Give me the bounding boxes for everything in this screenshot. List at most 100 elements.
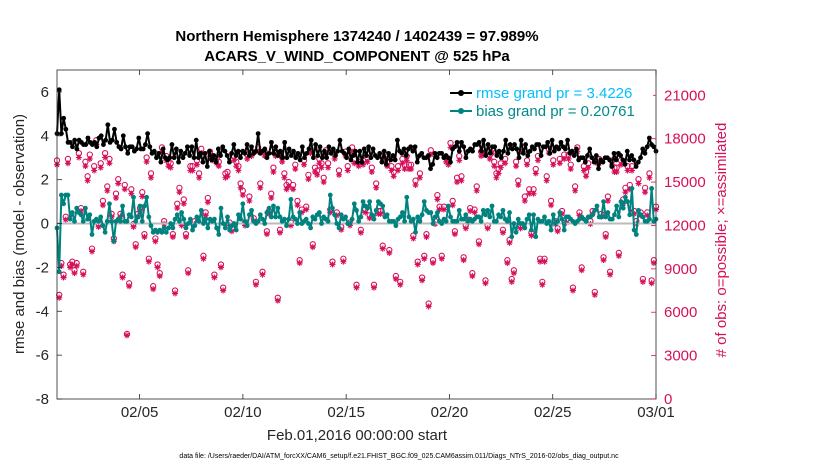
rmse-point xyxy=(459,139,464,145)
rmse-point xyxy=(264,155,270,161)
bias-point xyxy=(612,212,617,218)
obs-assimilated-point xyxy=(215,163,222,170)
obs-assimilated-point xyxy=(410,235,417,242)
obs-assimilated-point xyxy=(62,216,69,223)
obs-assimilated-point xyxy=(515,181,522,188)
rmse-point xyxy=(388,157,394,163)
rmse-point xyxy=(306,146,312,152)
x-tick-label: 02/20 xyxy=(431,404,469,421)
obs-assimilated-point xyxy=(355,163,362,170)
obs-assimilated-point xyxy=(534,157,541,164)
rmse-point xyxy=(523,142,528,147)
rmse-point xyxy=(434,155,440,161)
obs-assimilated-point xyxy=(530,190,537,197)
bias-point xyxy=(649,186,655,191)
obs-assimilated-point xyxy=(390,173,397,180)
obs-assimilated-point xyxy=(266,210,273,217)
rmse-point xyxy=(543,144,548,150)
obs-assimilated-point xyxy=(126,283,133,290)
rmse-point xyxy=(98,133,104,139)
obs-assimilated-point xyxy=(357,229,364,236)
rmse-point xyxy=(74,146,80,152)
obs-assimilated-point xyxy=(650,260,657,267)
bias-point xyxy=(380,203,386,209)
bias-point xyxy=(131,194,136,200)
bias-point xyxy=(312,216,318,222)
bias-point xyxy=(598,214,604,220)
bias-point xyxy=(358,214,364,220)
bias-point xyxy=(268,214,274,220)
obs-assimilated-point xyxy=(261,153,268,160)
bias-point xyxy=(555,218,561,224)
obs-assimilated-point xyxy=(368,168,375,175)
rmse-point xyxy=(646,135,652,141)
y-axis-left: -8 -6 -4 -2 0 2 4 6 xyxy=(36,84,62,408)
bias-point xyxy=(627,212,633,218)
rmse-point xyxy=(368,155,374,161)
obs-assimilated-point xyxy=(268,194,275,201)
rmse-point xyxy=(67,139,73,145)
rmse-point xyxy=(375,155,380,161)
rmse-point xyxy=(178,148,184,154)
bias-point xyxy=(419,212,425,218)
obs-assimilated-point xyxy=(475,241,482,248)
bias-point xyxy=(192,223,198,229)
y-right-tick-label: 21000 xyxy=(664,87,706,104)
rmse-point xyxy=(352,148,358,154)
rmse-point xyxy=(448,159,453,165)
bias-point xyxy=(478,218,484,224)
rmse-point xyxy=(611,150,617,156)
obs-assimilated-point xyxy=(270,168,277,175)
bias-point xyxy=(360,199,366,205)
rmse-point xyxy=(587,146,593,152)
bias-point xyxy=(456,207,462,213)
obs-assimilated-point xyxy=(567,166,574,173)
rmse-point xyxy=(308,137,314,143)
rmse-point xyxy=(147,144,153,150)
bias-point xyxy=(480,207,486,213)
bias-point xyxy=(448,214,453,220)
obs-assimilated-point xyxy=(139,193,146,200)
rmse-point xyxy=(357,148,363,154)
rmse-point xyxy=(591,159,597,165)
bias-point xyxy=(343,214,348,220)
bias-point xyxy=(476,214,482,220)
obs-assimilated-point xyxy=(502,160,509,167)
rmse-point xyxy=(346,146,352,152)
rmse-point xyxy=(271,150,277,156)
rmse-point xyxy=(134,146,139,152)
rmse-point xyxy=(273,144,279,150)
bias-point xyxy=(430,221,436,226)
rmse-point xyxy=(313,142,319,147)
rmse-point xyxy=(154,155,159,161)
obs-assimilated-point xyxy=(239,192,246,199)
obs-assimilated-point xyxy=(119,274,126,281)
bias-point xyxy=(238,216,244,222)
bias-point xyxy=(356,218,362,224)
rmse-point xyxy=(213,159,219,165)
bias-point xyxy=(428,210,434,215)
bias-point xyxy=(413,229,418,235)
obs-assimilated-point xyxy=(532,170,539,177)
y-right-tick-label: 12000 xyxy=(664,217,706,234)
rmse-point xyxy=(520,150,526,156)
obs-assimilated-point xyxy=(414,261,421,268)
obs-assimilated-point xyxy=(331,155,338,162)
obs-assimilated-point xyxy=(480,151,487,158)
bias-point xyxy=(233,227,239,233)
bias-point xyxy=(511,221,517,226)
obs-assimilated-point xyxy=(543,177,550,184)
obs-assimilated-point xyxy=(309,244,316,251)
bias-point xyxy=(583,218,589,224)
obs-assimilated-point xyxy=(283,186,290,193)
bias-point xyxy=(500,207,506,213)
obs-assimilated-point xyxy=(377,210,384,217)
obs-assimilated-point xyxy=(388,167,395,174)
obs-assimilated-point xyxy=(272,153,279,160)
bias-point xyxy=(504,218,510,224)
bias-point xyxy=(367,199,373,205)
y-right-tick-label: 18000 xyxy=(664,131,706,148)
rmse-point xyxy=(269,139,274,145)
rmse-point xyxy=(390,153,396,158)
rmse-point xyxy=(143,142,148,147)
